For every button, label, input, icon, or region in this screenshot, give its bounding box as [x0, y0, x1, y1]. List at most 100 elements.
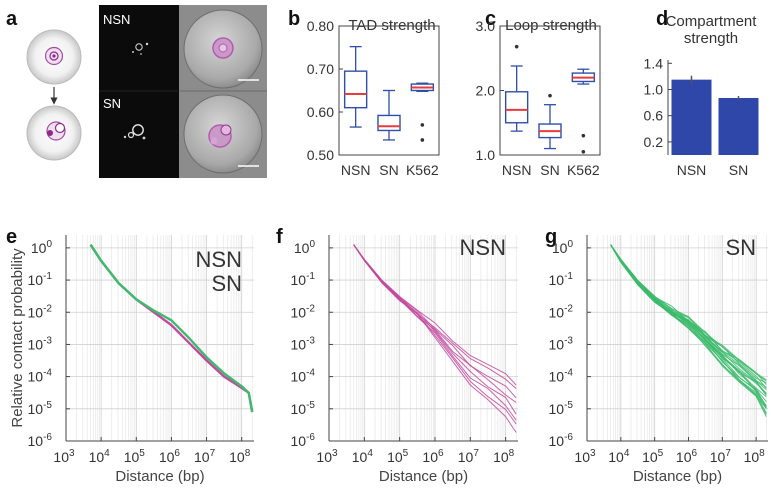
iqr-box — [343, 70, 368, 109]
x-tick-label: 105 — [387, 448, 409, 465]
tick-base: 10 — [53, 449, 69, 465]
tick-exponent: 7 — [210, 448, 216, 459]
y-tick-label: 0.2 — [644, 134, 664, 150]
y-tick-label: 10-1 — [291, 271, 316, 288]
tick-base: 10 — [387, 449, 403, 465]
tick-base: 10 — [352, 449, 368, 465]
tick-exponent: 8 — [245, 448, 251, 459]
y-axis-label: Relative contact probability — [9, 248, 26, 428]
tick-base: 10 — [574, 449, 590, 465]
x-tick-label: 107 — [194, 448, 216, 465]
y-tick-label: 10-5 — [291, 400, 316, 417]
tick-base: 10 — [28, 304, 44, 320]
tick-base: 10 — [194, 449, 210, 465]
tick-base: 10 — [549, 272, 565, 288]
x-tick-label: 105 — [642, 448, 664, 465]
tick-base: 10 — [549, 369, 565, 385]
tick-exponent: -2 — [306, 303, 315, 314]
tick-base: 10 — [229, 449, 245, 465]
y-tick-label: 0.80 — [307, 18, 334, 34]
tick-base: 10 — [549, 401, 565, 417]
iqr-box — [504, 91, 529, 124]
iqr-box — [377, 114, 401, 132]
tick-exponent: -1 — [564, 271, 573, 282]
legend-nsn: NSN — [196, 247, 242, 272]
tick-base: 10 — [549, 336, 565, 352]
panel-a-letter: a — [6, 8, 18, 30]
y-tick-label: 10-6 — [28, 432, 53, 449]
tick-exponent: 4 — [367, 448, 373, 459]
tick-base: 10 — [549, 304, 565, 320]
tick-base: 10 — [493, 449, 509, 465]
tick-exponent: -6 — [43, 432, 52, 443]
tick-exponent: 3 — [332, 448, 338, 459]
tick-base: 10 — [124, 449, 140, 465]
tick-exponent: 8 — [509, 448, 515, 459]
chart-title: Compartment strength — [666, 13, 758, 47]
x-tick-label: 103 — [574, 448, 596, 465]
tick-base: 10 — [159, 449, 175, 465]
tick-base: 10 — [291, 336, 307, 352]
label-nsn-image: NSN — [103, 12, 130, 27]
plot-frame — [338, 25, 440, 156]
tick-exponent: -3 — [564, 335, 573, 346]
x-tick-label: SN — [379, 162, 398, 178]
x-tick-label: NSN — [502, 162, 532, 178]
tick-exponent: -3 — [43, 335, 52, 346]
tick-base: 10 — [291, 272, 307, 288]
legend-nsn: NSN — [460, 235, 506, 260]
outlier-point — [514, 44, 519, 49]
tick-base: 10 — [28, 401, 44, 417]
x-tick-label: 107 — [710, 448, 732, 465]
box-sn — [377, 89, 401, 141]
tick-base: 10 — [710, 449, 726, 465]
y-tick-label: 10-1 — [549, 271, 574, 288]
tick-exponent: -3 — [306, 335, 315, 346]
tick-exponent: 7 — [725, 448, 731, 459]
y-tick-label: 10-5 — [28, 400, 53, 417]
box-nsn — [504, 44, 529, 132]
y-tick-label: 10-4 — [549, 368, 574, 385]
tick-base: 10 — [458, 449, 474, 465]
x-tick-label: NSN — [677, 162, 707, 178]
tick-exponent: 3 — [69, 448, 75, 459]
tick-exponent: 4 — [624, 448, 630, 459]
label-sn-image: SN — [103, 96, 121, 111]
schematic-oocyte-nsn — [26, 29, 82, 85]
tick-base: 10 — [642, 449, 658, 465]
series-line-nsn — [353, 244, 517, 386]
tick-base: 10 — [31, 240, 47, 256]
tick-exponent: -1 — [43, 271, 52, 282]
tick-exponent: 5 — [658, 448, 664, 459]
schematic-oocyte-sn — [26, 105, 82, 161]
y-tick-label: 10-3 — [291, 335, 316, 352]
y-tick-label: 1.0 — [476, 147, 496, 163]
x-axis-label: Distance (bp) — [379, 468, 468, 485]
tick-exponent: 6 — [692, 448, 698, 459]
x-tick-label: 105 — [124, 448, 146, 465]
tick-exponent: -5 — [43, 400, 52, 411]
fluorescence-nsn-spots — [132, 42, 149, 55]
box-sn — [538, 93, 562, 150]
x-tick-label: 103 — [316, 448, 338, 465]
tick-exponent: -6 — [564, 432, 573, 443]
tick-base: 10 — [291, 401, 307, 417]
series-line-sn — [89, 244, 254, 413]
x-tick-label: K562 — [567, 162, 600, 178]
y-tick-label: 10-6 — [549, 432, 574, 449]
tick-exponent: -5 — [564, 400, 573, 411]
tick-exponent: 5 — [403, 448, 409, 459]
y-tick-label: 1.0 — [644, 81, 664, 97]
dic-oocyte-nsn — [183, 9, 263, 89]
y-tick-label: 3.0 — [476, 18, 496, 34]
tick-base: 10 — [89, 449, 105, 465]
x-tick-label: 104 — [89, 448, 111, 465]
y-tick-label: 10-2 — [28, 303, 53, 320]
outlier-point — [548, 93, 552, 98]
